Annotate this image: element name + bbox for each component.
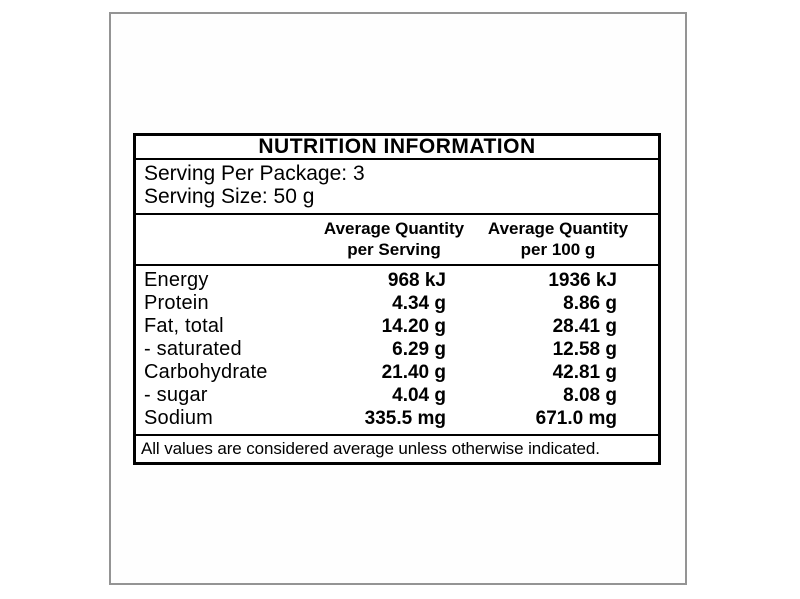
nutrient-name: Energy xyxy=(144,269,209,291)
value-per-100g: 42.81 g xyxy=(552,362,617,383)
table-row-carbohydrate: Carbohydrate 21.40 g 42.81 g xyxy=(136,361,658,384)
value-per-100g: 8.86 g xyxy=(563,293,617,314)
value-per-100g: 12.58 g xyxy=(552,339,617,360)
table-row-sugar: - sugar 4.04 g 8.08 g xyxy=(136,384,658,407)
value-per-serving: 4.04 g xyxy=(392,385,446,406)
table-row-fat-total: Fat, total 14.20 g 28.41 g xyxy=(136,315,658,338)
nutrient-name: Protein xyxy=(144,292,209,314)
value-per-serving: 14.20 g xyxy=(381,316,446,337)
value-per-100g: 28.41 g xyxy=(552,316,617,337)
nutrient-name: - saturated xyxy=(144,338,242,360)
value-per-serving: 968 kJ xyxy=(387,270,446,291)
value-per-100g: 671.0 mg xyxy=(535,408,617,429)
header-per-100g: Average Quantity per 100 g xyxy=(487,219,629,259)
value-per-serving: 4.34 g xyxy=(392,293,446,314)
column-headers: Average Quantity per Serving Average Qua… xyxy=(136,215,658,266)
value-per-100g: 1936 kJ xyxy=(548,270,617,291)
nutrient-table: Energy 968 kJ 1936 kJ Protein 4.34 g 8.8… xyxy=(136,266,658,436)
table-row-protein: Protein 4.34 g 8.86 g xyxy=(136,292,658,315)
table-row-energy: Energy 968 kJ 1936 kJ xyxy=(136,269,658,292)
serving-size: Serving Size: 50 g xyxy=(144,185,315,208)
value-per-serving: 335.5 mg xyxy=(364,408,446,429)
value-per-100g: 8.08 g xyxy=(563,385,617,406)
value-per-serving: 6.29 g xyxy=(392,339,446,360)
panel-title: NUTRITION INFORMATION xyxy=(136,136,658,160)
value-per-serving: 21.40 g xyxy=(381,362,446,383)
serving-per-package: Serving Per Package: 3 xyxy=(144,162,365,185)
nutrient-name: Fat, total xyxy=(144,315,224,337)
nutrient-name: - sugar xyxy=(144,384,208,406)
header-spacer xyxy=(642,218,658,260)
serving-info: Serving Per Package: 3 Serving Size: 50 … xyxy=(136,160,658,215)
footnote: All values are considered average unless… xyxy=(141,439,600,458)
nutrition-information-panel: NUTRITION INFORMATION Serving Per Packag… xyxy=(133,133,661,465)
table-row-saturated: - saturated 6.29 g 12.58 g xyxy=(136,338,658,361)
header-per-serving: Average Quantity per Serving xyxy=(323,219,465,259)
nutrient-name: Carbohydrate xyxy=(144,361,268,383)
nutrient-name: Sodium xyxy=(144,407,214,429)
table-row-sodium: Sodium 335.5 mg 671.0 mg xyxy=(136,407,658,430)
header-spacer xyxy=(136,218,314,260)
